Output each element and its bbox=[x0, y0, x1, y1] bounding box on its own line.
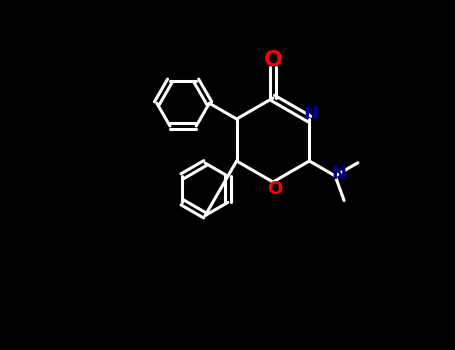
Text: O: O bbox=[263, 50, 283, 70]
Text: O: O bbox=[267, 180, 283, 198]
Text: N: N bbox=[303, 105, 318, 123]
Text: N: N bbox=[331, 165, 346, 183]
